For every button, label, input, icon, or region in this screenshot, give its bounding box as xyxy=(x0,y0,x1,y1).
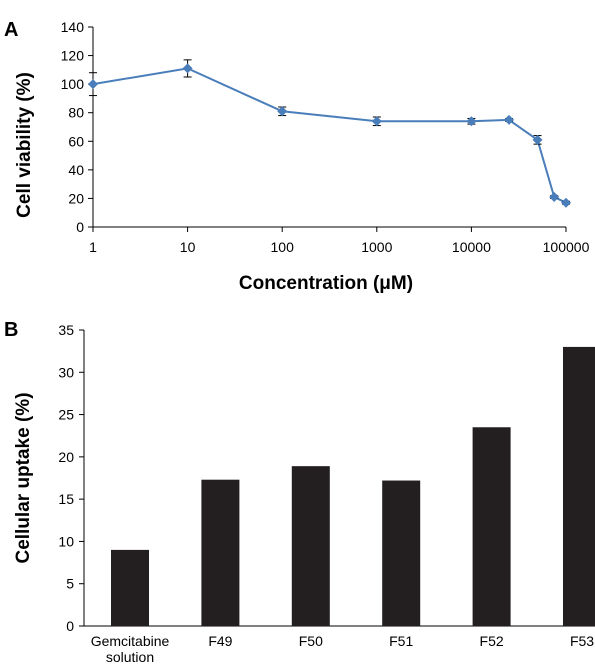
x-tick-label: 1000 xyxy=(361,239,392,255)
y-tick-label: 25 xyxy=(58,407,74,423)
bar xyxy=(382,480,421,626)
data-point xyxy=(466,116,477,127)
data-point xyxy=(549,192,560,202)
x-tick-label: F53 xyxy=(570,633,594,649)
panel-b-x-ticks: Gemcitabine solution F49 F50 F51 F52 F53 xyxy=(91,633,595,665)
panel-a-plot-area xyxy=(88,59,571,208)
data-point xyxy=(277,106,288,117)
y-tick-label: 0 xyxy=(76,219,84,235)
panel-b-y-ticks: 0 5 10 15 20 25 30 35 xyxy=(58,322,84,634)
x-tick-label: 1 xyxy=(89,239,97,255)
data-point xyxy=(371,116,382,127)
data-point xyxy=(88,79,98,90)
y-tick-label: 30 xyxy=(58,364,74,380)
data-point xyxy=(532,134,543,145)
y-tick-label: 10 xyxy=(58,533,74,549)
y-tick-label: 140 xyxy=(61,19,85,35)
x-tick-label: 100 xyxy=(271,239,295,255)
data-point xyxy=(504,114,515,125)
data-point xyxy=(561,197,571,208)
bar xyxy=(472,427,511,626)
y-tick-label: 20 xyxy=(58,449,74,465)
y-tick-label: 0 xyxy=(66,618,74,634)
panel-a: A 0 20 40 60 80 100 120 140 1 10 100 1000 10000 1000… xyxy=(4,19,590,294)
panel-b-label: B xyxy=(4,319,18,341)
y-tick-label: 100 xyxy=(61,76,85,92)
y-tick-label: 80 xyxy=(68,105,84,121)
panel-b-y-axis-title: Cellular uptake (%) xyxy=(13,392,34,563)
series-line xyxy=(92,67,567,204)
data-point xyxy=(182,63,193,74)
y-tick-label: 35 xyxy=(58,322,74,338)
x-tick-label: F51 xyxy=(389,633,413,649)
panel-a-label: A xyxy=(4,19,18,41)
bar xyxy=(111,549,149,626)
x-tick-label: F50 xyxy=(299,633,323,649)
x-tick-label: 10 xyxy=(180,239,196,255)
panel-b-bars xyxy=(111,346,595,626)
x-tick-label: F49 xyxy=(208,633,232,649)
panel-a-y-axis-title: Cell viability (%) xyxy=(14,72,35,218)
panel-a-y-ticks: 0 20 40 60 80 100 120 140 xyxy=(61,19,93,235)
y-tick-label: 40 xyxy=(68,162,84,178)
y-tick-label: 60 xyxy=(68,133,84,149)
bar xyxy=(291,466,330,626)
y-tick-label: 15 xyxy=(58,491,74,507)
panel-a-x-axis-title: Concentration (μM) xyxy=(239,273,413,294)
panel-a-x-ticks: 1 10 100 1000 10000 100000 xyxy=(89,227,590,255)
x-tick-label: 100000 xyxy=(543,239,590,255)
x-tick-label: Gemcitabine solution xyxy=(91,633,170,665)
x-tick-label: 10000 xyxy=(452,239,491,255)
y-tick-label: 5 xyxy=(66,576,74,592)
panel-b: B 0 5 10 15 20 25 30 35 Gemcitabine solution F49 F… xyxy=(4,319,595,665)
bar xyxy=(563,346,595,626)
y-tick-label: 20 xyxy=(68,190,84,206)
y-tick-label: 120 xyxy=(61,48,85,64)
bar xyxy=(201,479,240,626)
x-tick-label: F52 xyxy=(480,633,504,649)
